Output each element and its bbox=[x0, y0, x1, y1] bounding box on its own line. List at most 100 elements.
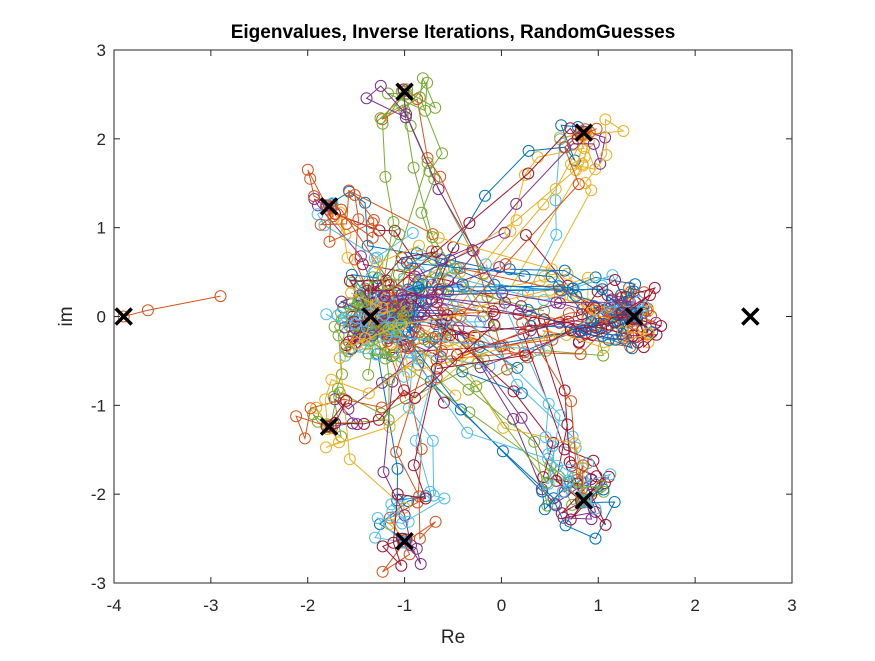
iteration-point bbox=[462, 383, 475, 396]
iteration-point bbox=[470, 380, 483, 393]
iteration-point bbox=[564, 122, 577, 135]
iteration-point bbox=[398, 384, 410, 397]
eigenvalue-markers bbox=[114, 82, 760, 551]
iteration-point bbox=[528, 435, 541, 448]
iteration-point bbox=[358, 417, 370, 430]
iteration-point bbox=[599, 113, 612, 126]
iteration-point bbox=[421, 156, 434, 169]
iteration-point bbox=[446, 299, 459, 312]
y-tick-label: 1 bbox=[97, 219, 106, 238]
iteration-point bbox=[564, 324, 577, 337]
iteration-point bbox=[435, 345, 448, 357]
iteration-point bbox=[432, 183, 445, 196]
eigenvalue-marker bbox=[395, 82, 414, 101]
iteration-point bbox=[342, 184, 355, 197]
iteration-point bbox=[379, 352, 392, 365]
iteration-point bbox=[345, 268, 358, 281]
iteration-point bbox=[585, 184, 598, 197]
iteration-path bbox=[369, 326, 450, 548]
iteration-point bbox=[479, 258, 492, 271]
iteration-point bbox=[409, 391, 421, 404]
eigenvalue-marker bbox=[319, 197, 339, 216]
iteration-point bbox=[558, 264, 571, 277]
iteration-line bbox=[430, 381, 616, 540]
iteration-line bbox=[509, 268, 644, 319]
iteration-point bbox=[629, 278, 642, 291]
iteration-point bbox=[376, 565, 389, 578]
iteration-point bbox=[395, 559, 408, 572]
eigenvalue-x-stroke bbox=[361, 307, 380, 326]
iteration-point bbox=[454, 266, 466, 278]
iteration-point bbox=[538, 503, 551, 516]
iteration-point bbox=[607, 315, 620, 328]
iteration-point bbox=[314, 218, 327, 231]
iteration-point bbox=[555, 119, 568, 132]
iteration-point bbox=[386, 505, 399, 518]
iteration-point bbox=[362, 387, 375, 400]
iteration-point bbox=[616, 325, 629, 338]
iteration-path bbox=[301, 163, 521, 356]
iteration-point bbox=[430, 296, 443, 308]
iteration-point bbox=[377, 466, 390, 479]
iteration-point bbox=[360, 92, 373, 105]
iteration-point bbox=[290, 410, 303, 423]
iteration-point bbox=[426, 245, 438, 258]
iteration-point bbox=[519, 349, 532, 362]
iteration-point bbox=[399, 392, 412, 405]
iteration-point bbox=[595, 480, 608, 493]
iteration-point bbox=[602, 333, 615, 346]
x-tick-label: 0 bbox=[497, 596, 506, 615]
iteration-point bbox=[392, 268, 405, 281]
y-tick-label: -3 bbox=[91, 574, 106, 593]
iteration-line bbox=[387, 81, 496, 327]
iteration-point bbox=[546, 333, 559, 346]
iteration-point bbox=[412, 281, 425, 294]
iteration-point bbox=[550, 228, 563, 241]
eigenvalue-x-stroke bbox=[624, 307, 644, 326]
iteration-point bbox=[331, 309, 344, 322]
iteration-point bbox=[608, 316, 621, 329]
eigenvalue-x-stroke bbox=[395, 82, 414, 101]
iteration-point bbox=[643, 289, 656, 302]
iteration-point bbox=[568, 471, 580, 484]
iteration-point bbox=[376, 301, 389, 314]
iteration-point bbox=[645, 310, 658, 323]
iteration-point bbox=[589, 271, 602, 284]
iteration-point bbox=[591, 285, 604, 298]
iteration-line bbox=[436, 294, 651, 370]
iteration-point bbox=[408, 270, 421, 283]
iteration-line bbox=[315, 357, 469, 448]
iteration-point bbox=[510, 197, 523, 210]
iteration-point bbox=[382, 87, 394, 100]
iteration-line bbox=[340, 294, 447, 322]
iteration-paths bbox=[117, 72, 668, 578]
iteration-point bbox=[594, 157, 607, 170]
iteration-point bbox=[650, 328, 663, 341]
iteration-point bbox=[463, 217, 476, 229]
iteration-point bbox=[504, 225, 517, 238]
iteration-point bbox=[383, 373, 396, 386]
iteration-point bbox=[367, 271, 379, 284]
iteration-point bbox=[421, 76, 434, 89]
iteration-path bbox=[376, 85, 514, 376]
eigenvalue-marker bbox=[574, 123, 593, 142]
iteration-point bbox=[346, 324, 359, 337]
iteration-point bbox=[556, 485, 569, 498]
eigenvalue-marker bbox=[114, 307, 133, 326]
iteration-point bbox=[605, 293, 618, 306]
iteration-point bbox=[320, 420, 333, 433]
iteration-point bbox=[379, 170, 392, 183]
iteration-point bbox=[371, 512, 384, 524]
iteration-point bbox=[570, 289, 583, 302]
iteration-point bbox=[409, 434, 422, 447]
iteration-point bbox=[521, 303, 534, 316]
iteration-point bbox=[389, 346, 402, 359]
iteration-point bbox=[343, 453, 356, 466]
iteration-point bbox=[345, 276, 358, 289]
iteration-point bbox=[558, 443, 571, 456]
iteration-point bbox=[390, 446, 403, 458]
iteration-line bbox=[312, 234, 400, 438]
iteration-point bbox=[590, 122, 603, 135]
y-axis-label: im bbox=[56, 306, 77, 326]
